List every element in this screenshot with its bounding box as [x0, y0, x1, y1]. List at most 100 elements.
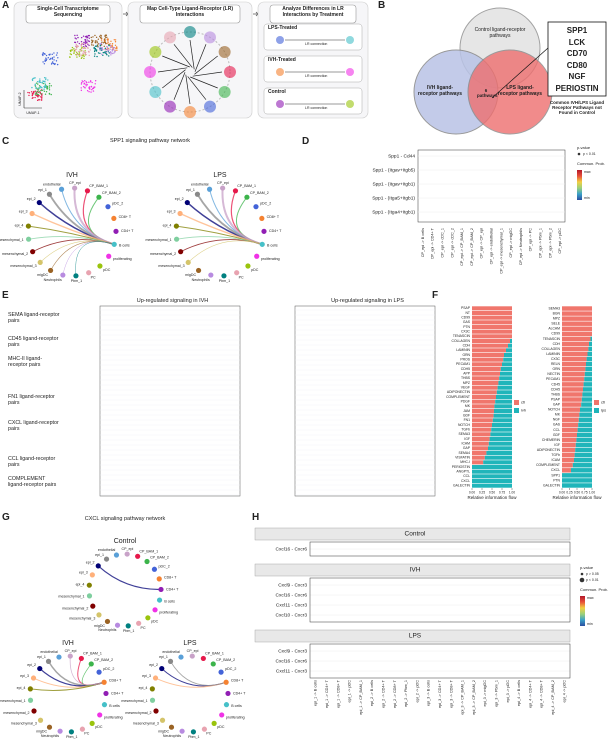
- umap-cell: [73, 51, 75, 53]
- umap-cell: [84, 40, 87, 42]
- network-node: [113, 552, 120, 558]
- umap-cell: [50, 57, 52, 60]
- bar-segment: [562, 346, 589, 352]
- label: CP_epi -> CP_BAM_1: [460, 228, 464, 266]
- lr-arrow: [190, 76, 218, 89]
- umap-cell: [53, 59, 55, 61]
- label: epi_3 -> migDC: [483, 680, 487, 707]
- umap-cell: [35, 91, 37, 94]
- network-node: [90, 603, 96, 609]
- label: proliferating: [104, 716, 123, 720]
- bar-segment: [589, 341, 592, 347]
- network-node: [73, 273, 79, 279]
- umap-cell: [104, 48, 107, 51]
- label: Control: [405, 531, 427, 538]
- label: epi_2 -> CD4+ T: [381, 679, 385, 708]
- umap-cell: [81, 80, 83, 82]
- bar-segment: [581, 397, 592, 402]
- label: epi_2: [27, 197, 36, 201]
- umap-cell: [104, 35, 106, 38]
- label: CD99: [551, 332, 560, 336]
- umap-cell: [97, 45, 99, 48]
- bar-segment: [576, 437, 592, 443]
- bar-segment: [562, 473, 592, 478]
- bar-segment: [472, 483, 512, 488]
- umap-cell: [100, 47, 102, 50]
- bar-segment: [472, 343, 508, 348]
- bar-segment: [472, 362, 502, 367]
- bar-segment: [500, 366, 512, 372]
- umap-cell: [85, 51, 87, 54]
- umap-cell: [40, 89, 42, 92]
- umap-cell: [34, 83, 36, 86]
- label: p > 0.05: [586, 572, 599, 576]
- umap-cell: [32, 91, 35, 94]
- label: MK: [465, 404, 471, 408]
- umap-cell: [82, 86, 85, 88]
- label: CP_BAM_2: [94, 658, 113, 662]
- umap-cell: [81, 54, 83, 56]
- label: Pbm_1: [188, 735, 199, 739]
- bar-segment: [562, 392, 583, 397]
- label: pDC: [103, 268, 111, 272]
- label: endothelial: [162, 650, 180, 654]
- network-node: [219, 712, 225, 718]
- network-node: [149, 686, 155, 692]
- network-node: [195, 267, 202, 274]
- umap-cell: [36, 99, 39, 102]
- bar-segment: [562, 316, 592, 321]
- umap-cell: [99, 52, 101, 55]
- gene-box: [547, 21, 607, 97]
- label: ctl: [601, 400, 605, 405]
- umap-cell: [82, 50, 85, 52]
- umap-cell: [49, 53, 51, 55]
- label: epi_3 -> pDC: [506, 680, 510, 703]
- label: epi_4 -> CP_BAM_2: [551, 680, 555, 715]
- bar-segment: [503, 357, 512, 362]
- umap-cell: [77, 54, 79, 56]
- umap-cell: [55, 54, 58, 56]
- umap-cell: [84, 47, 87, 50]
- network-node: [125, 623, 131, 629]
- label: epi_1: [186, 188, 195, 192]
- lr-arrow: [162, 69, 186, 89]
- umap-cell: [30, 91, 33, 93]
- label: CD45: [551, 382, 560, 386]
- network-node: [232, 188, 239, 194]
- bar-segment: [562, 402, 582, 407]
- umap-cell: [110, 46, 113, 48]
- gene: CD80: [566, 60, 588, 70]
- umap-cell: [41, 98, 43, 100]
- label: COLLAGEN: [542, 347, 561, 351]
- network-node: [86, 582, 92, 588]
- group-box: [263, 87, 363, 115]
- umap-cell: [109, 51, 112, 53]
- label: mesenchymal_1: [121, 699, 147, 703]
- network-node: [156, 597, 163, 603]
- umap-cell: [81, 42, 83, 45]
- network-node: [223, 679, 229, 685]
- bar-segment: [472, 408, 494, 414]
- label: 0.00: [559, 490, 565, 494]
- label: Neutrophils: [192, 278, 210, 282]
- network-node: [135, 553, 141, 559]
- label: TENASCIN: [543, 337, 561, 341]
- bar-segment: [496, 394, 512, 400]
- label: Spp1 - (Itga4+Itgb1): [372, 209, 415, 215]
- bar-segment: [562, 407, 580, 412]
- umap-cell: [85, 85, 87, 87]
- label: epi_2 -> Pbm_1: [404, 680, 408, 707]
- network-node: [244, 194, 250, 200]
- label: CP_epi -> pDC: [558, 228, 562, 254]
- label: MPZ: [553, 317, 560, 321]
- lr-arrow: [157, 67, 188, 73]
- connection-label: LR connection: [305, 106, 328, 110]
- network-node: [96, 612, 102, 618]
- group-label: IVH-Treated: [268, 57, 296, 63]
- umap-cell: [91, 41, 93, 43]
- venn-pointer: [491, 47, 549, 99]
- label: Pbm_1: [219, 279, 230, 283]
- label: GAP: [553, 402, 561, 406]
- label: PC: [239, 275, 244, 279]
- bar-segment: [562, 382, 584, 387]
